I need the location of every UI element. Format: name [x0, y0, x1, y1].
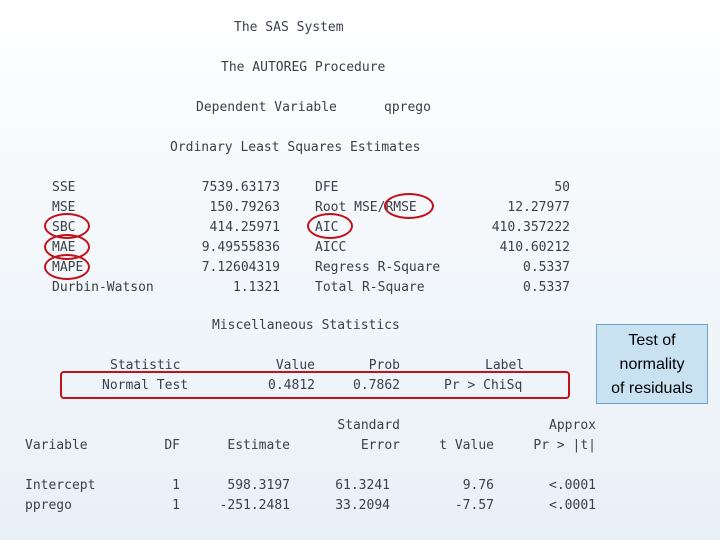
param-header-standard: Standard [337, 418, 400, 433]
param-row-error: 33.2094 [335, 498, 390, 513]
param-row-estimate: 598.3197 [227, 478, 290, 493]
misc-header-value: Value [275, 358, 315, 373]
normality-callout: Test of normality of residuals [596, 324, 708, 404]
ols-left-value: 150.79263 [209, 200, 280, 215]
param-header-estimate: Estimate [227, 438, 290, 453]
param-row-variable: Intercept [25, 478, 96, 493]
aic-highlight-oval [307, 213, 353, 239]
mape-highlight-oval [44, 254, 90, 280]
ols-right-value: 410.357222 [491, 220, 570, 235]
system-title: The SAS System [234, 20, 344, 35]
misc-header-statistic: Statistic [110, 358, 181, 373]
procedure-title: The AUTOREG Procedure [221, 60, 386, 75]
param-row-df: 1 [172, 498, 180, 513]
dependent-variable-value: qprego [384, 100, 431, 115]
param-header-df: DF [164, 438, 180, 453]
param-header-error: Error [360, 438, 400, 453]
misc-header-prob: Prob [368, 358, 400, 373]
ols-section-title: Ordinary Least Squares Estimates [170, 140, 421, 155]
param-row-tvalue: 9.76 [462, 478, 494, 493]
param-row-error: 61.3241 [335, 478, 390, 493]
ols-right-label: Regress R-Square [315, 260, 441, 275]
ols-right-value: 0.5337 [523, 280, 570, 295]
misc-row-value: 0.4812 [268, 378, 315, 393]
ols-right-value: 50 [554, 180, 570, 195]
ols-left-label: MSE [52, 200, 76, 215]
ols-left-value: 1.1321 [233, 280, 280, 295]
ols-left-value: 7539.63173 [201, 180, 280, 195]
ols-left-value: 7.12604319 [201, 260, 280, 275]
rmse-highlight-oval [384, 193, 434, 219]
ols-right-label: DFE [315, 180, 339, 195]
ols-left-label: SSE [52, 180, 76, 195]
param-row-estimate: -251.2481 [219, 498, 290, 513]
callout-line-1: Test of [628, 332, 676, 349]
callout-line-3: of residuals [611, 380, 693, 397]
dependent-variable-label: Dependent Variable [196, 100, 337, 115]
ols-right-label: Total R-Square [315, 280, 425, 295]
misc-row-statistic: Normal Test [102, 378, 189, 393]
ols-right-label: AICC [315, 240, 347, 255]
ols-left-value: 414.25971 [209, 220, 280, 235]
ols-right-value: 0.5337 [523, 260, 570, 275]
ols-right-value: 410.60212 [499, 240, 570, 255]
param-row-variable: pprego [25, 498, 72, 513]
normal-test-highlight-box [60, 371, 570, 399]
param-row-pr: <.0001 [549, 478, 596, 493]
ols-left-value: 9.49555836 [201, 240, 280, 255]
misc-section-title: Miscellaneous Statistics [212, 318, 400, 333]
param-header-pr: Pr > |t| [533, 438, 596, 453]
param-header-tvalue: t Value [439, 438, 494, 453]
param-row-pr: <.0001 [549, 498, 596, 513]
misc-row-label: Pr > ChiSq [444, 378, 523, 393]
param-header-approx: Approx [549, 418, 596, 433]
param-header-variable: Variable [25, 438, 88, 453]
param-row-tvalue: -7.57 [454, 498, 494, 513]
param-row-df: 1 [172, 478, 180, 493]
callout-line-2: normality [619, 356, 685, 373]
ols-right-value: 12.27977 [507, 200, 570, 215]
ols-left-label: Durbin-Watson [52, 280, 154, 295]
misc-header-label: Label [485, 358, 525, 373]
misc-row-prob: 0.7862 [353, 378, 400, 393]
